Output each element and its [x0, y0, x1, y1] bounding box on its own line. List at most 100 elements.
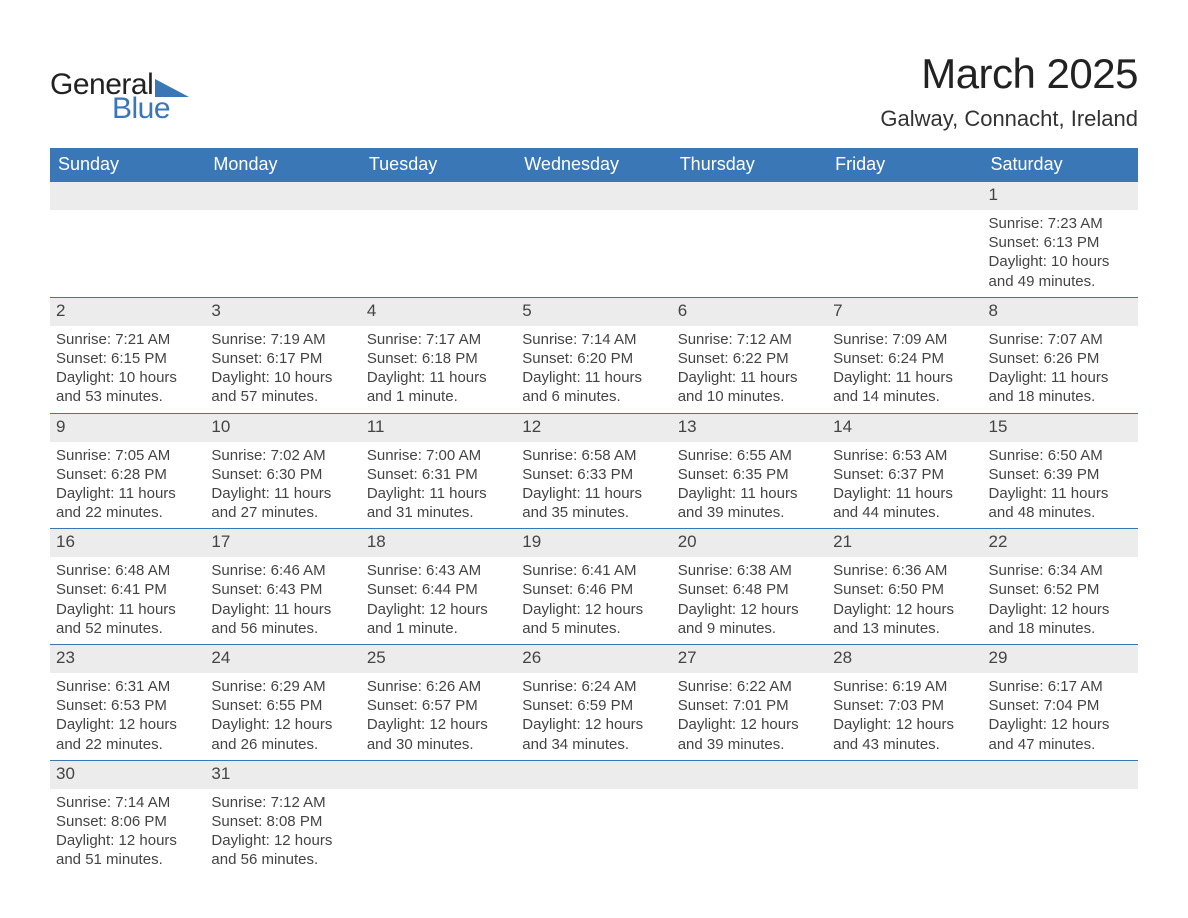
daynum-row: 9101112131415	[50, 413, 1138, 442]
day-number-cell: 23	[50, 645, 205, 674]
day-number: 13	[678, 417, 697, 436]
day-number-cell	[361, 182, 516, 211]
day-number-cell: 7	[827, 297, 982, 326]
day-detail-cell: Sunrise: 7:00 AMSunset: 6:31 PMDaylight:…	[361, 442, 516, 529]
day-detail-cell: Sunrise: 6:46 AMSunset: 6:43 PMDaylight:…	[205, 557, 360, 644]
sunrise-line: Sunrise: 6:31 AM	[56, 677, 199, 696]
day-detail-cell: Sunrise: 7:21 AMSunset: 6:15 PMDaylight:…	[50, 326, 205, 413]
calendar-table: Sunday Monday Tuesday Wednesday Thursday…	[50, 148, 1138, 876]
daylight-line: Daylight: 12 hours and 18 minutes.	[989, 600, 1132, 638]
daynum-row: 2345678	[50, 297, 1138, 326]
calendar-body: 1 Sunrise: 7:23 AMSunset: 6:13 PMDayligh…	[50, 182, 1138, 876]
day-number: 18	[367, 532, 386, 551]
daylight-line: Daylight: 12 hours and 30 minutes.	[367, 715, 510, 753]
day-number-cell	[361, 760, 516, 789]
sunset-line: Sunset: 6:15 PM	[56, 349, 199, 368]
day-number: 7	[833, 301, 842, 320]
day-detail-cell: Sunrise: 6:19 AMSunset: 7:03 PMDaylight:…	[827, 673, 982, 760]
day-number: 30	[56, 764, 75, 783]
day-number-cell: 5	[516, 297, 671, 326]
sunset-line: Sunset: 6:18 PM	[367, 349, 510, 368]
day-number-cell: 29	[983, 645, 1138, 674]
daylight-line: Daylight: 11 hours and 18 minutes.	[989, 368, 1132, 406]
day-detail-cell	[361, 210, 516, 297]
day-number: 21	[833, 532, 852, 551]
day-number: 26	[522, 648, 541, 667]
day-number-cell: 18	[361, 529, 516, 558]
sunset-line: Sunset: 6:55 PM	[211, 696, 354, 715]
day-number-cell: 27	[672, 645, 827, 674]
day-number-cell	[672, 760, 827, 789]
brand-logo: General Blue	[50, 68, 189, 126]
sunset-line: Sunset: 8:06 PM	[56, 812, 199, 831]
day-number-cell	[516, 760, 671, 789]
day-detail-cell: Sunrise: 6:22 AMSunset: 7:01 PMDaylight:…	[672, 673, 827, 760]
detail-row: Sunrise: 7:05 AMSunset: 6:28 PMDaylight:…	[50, 442, 1138, 529]
day-number: 14	[833, 417, 852, 436]
day-number-cell: 21	[827, 529, 982, 558]
daylight-line: Daylight: 11 hours and 39 minutes.	[678, 484, 821, 522]
day-detail-cell: Sunrise: 7:05 AMSunset: 6:28 PMDaylight:…	[50, 442, 205, 529]
daylight-line: Daylight: 11 hours and 1 minute.	[367, 368, 510, 406]
sunrise-line: Sunrise: 6:38 AM	[678, 561, 821, 580]
sunset-line: Sunset: 6:39 PM	[989, 465, 1132, 484]
weekday-header-row: Sunday Monday Tuesday Wednesday Thursday…	[50, 148, 1138, 182]
sunrise-line: Sunrise: 7:07 AM	[989, 330, 1132, 349]
day-number-cell: 25	[361, 645, 516, 674]
daylight-line: Daylight: 10 hours and 57 minutes.	[211, 368, 354, 406]
daylight-line: Daylight: 12 hours and 9 minutes.	[678, 600, 821, 638]
brand-text-blue: Blue	[112, 92, 170, 126]
day-number: 28	[833, 648, 852, 667]
sunrise-line: Sunrise: 6:34 AM	[989, 561, 1132, 580]
day-number-cell	[672, 182, 827, 211]
day-detail-cell	[983, 789, 1138, 876]
day-detail-cell: Sunrise: 7:14 AMSunset: 8:06 PMDaylight:…	[50, 789, 205, 876]
day-number-cell: 20	[672, 529, 827, 558]
day-detail-cell	[672, 210, 827, 297]
day-number-cell: 3	[205, 297, 360, 326]
sunrise-line: Sunrise: 6:43 AM	[367, 561, 510, 580]
day-number-cell: 12	[516, 413, 671, 442]
daylight-line: Daylight: 12 hours and 5 minutes.	[522, 600, 665, 638]
day-number-cell: 15	[983, 413, 1138, 442]
day-number: 5	[522, 301, 531, 320]
day-number-cell: 6	[672, 297, 827, 326]
day-detail-cell: Sunrise: 7:07 AMSunset: 6:26 PMDaylight:…	[983, 326, 1138, 413]
detail-row: Sunrise: 7:21 AMSunset: 6:15 PMDaylight:…	[50, 326, 1138, 413]
day-detail-cell	[361, 789, 516, 876]
sunset-line: Sunset: 7:04 PM	[989, 696, 1132, 715]
sunset-line: Sunset: 6:33 PM	[522, 465, 665, 484]
daylight-line: Daylight: 12 hours and 34 minutes.	[522, 715, 665, 753]
sunset-line: Sunset: 6:43 PM	[211, 580, 354, 599]
day-number-cell: 30	[50, 760, 205, 789]
sunrise-line: Sunrise: 6:55 AM	[678, 446, 821, 465]
title-block: March 2025 Galway, Connacht, Ireland	[880, 50, 1138, 132]
day-number-cell	[50, 182, 205, 211]
calendar-page: General Blue March 2025 Galway, Connacht…	[0, 0, 1188, 918]
sunrise-line: Sunrise: 6:22 AM	[678, 677, 821, 696]
day-number: 17	[211, 532, 230, 551]
sunset-line: Sunset: 6:26 PM	[989, 349, 1132, 368]
day-number: 15	[989, 417, 1008, 436]
day-number-cell: 9	[50, 413, 205, 442]
day-detail-cell: Sunrise: 7:02 AMSunset: 6:30 PMDaylight:…	[205, 442, 360, 529]
sunrise-line: Sunrise: 7:19 AM	[211, 330, 354, 349]
sunset-line: Sunset: 6:31 PM	[367, 465, 510, 484]
day-number: 23	[56, 648, 75, 667]
sunrise-line: Sunrise: 6:36 AM	[833, 561, 976, 580]
sunrise-line: Sunrise: 6:29 AM	[211, 677, 354, 696]
daylight-line: Daylight: 12 hours and 39 minutes.	[678, 715, 821, 753]
sunrise-line: Sunrise: 6:26 AM	[367, 677, 510, 696]
sunset-line: Sunset: 6:59 PM	[522, 696, 665, 715]
sunset-line: Sunset: 7:01 PM	[678, 696, 821, 715]
day-detail-cell: Sunrise: 6:34 AMSunset: 6:52 PMDaylight:…	[983, 557, 1138, 644]
sunset-line: Sunset: 8:08 PM	[211, 812, 354, 831]
sunrise-line: Sunrise: 7:12 AM	[678, 330, 821, 349]
day-number-cell: 1	[983, 182, 1138, 211]
day-detail-cell: Sunrise: 7:09 AMSunset: 6:24 PMDaylight:…	[827, 326, 982, 413]
day-detail-cell: Sunrise: 6:31 AMSunset: 6:53 PMDaylight:…	[50, 673, 205, 760]
day-detail-cell: Sunrise: 7:19 AMSunset: 6:17 PMDaylight:…	[205, 326, 360, 413]
day-number: 12	[522, 417, 541, 436]
sunset-line: Sunset: 6:44 PM	[367, 580, 510, 599]
sunset-line: Sunset: 6:50 PM	[833, 580, 976, 599]
